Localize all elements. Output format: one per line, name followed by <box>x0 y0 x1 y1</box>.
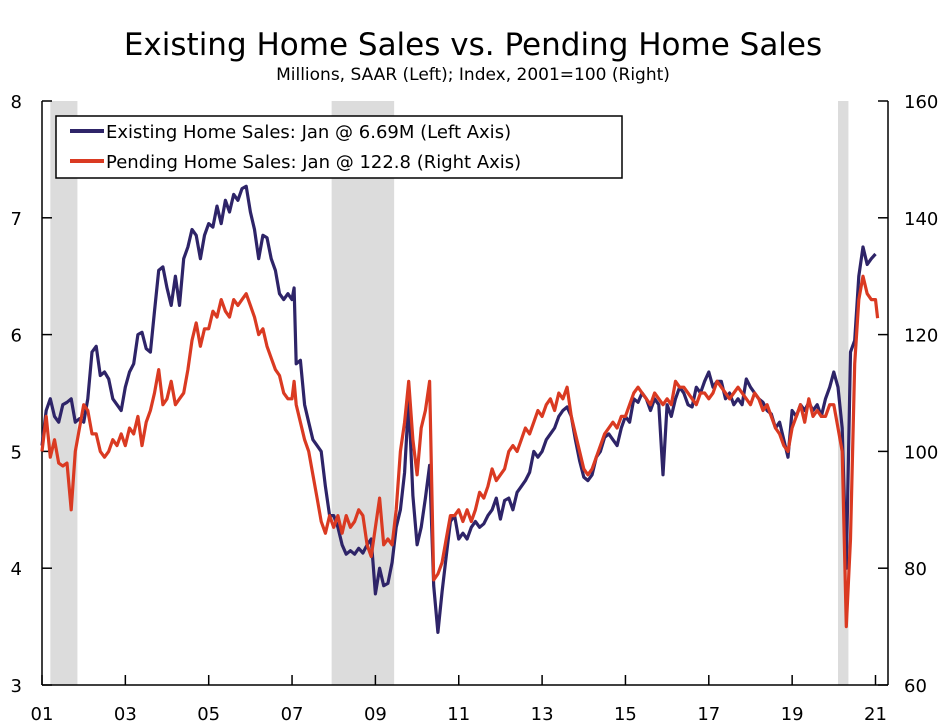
x-tick-label: 09 <box>364 704 387 725</box>
x-tick-label: 03 <box>114 704 137 725</box>
x-tick-label: 05 <box>197 704 220 725</box>
y-right-tick-label: 60 <box>904 676 927 697</box>
y-left-tick-label: 6 <box>11 326 22 347</box>
x-tick-label: 13 <box>531 704 554 725</box>
chart-subtitle: Millions, SAAR (Left); Index, 2001=100 (… <box>276 65 670 85</box>
x-tick-label: 01 <box>31 704 54 725</box>
legend-label-existing: Existing Home Sales: Jan @ 6.69M (Left A… <box>106 122 511 143</box>
x-tick-label: 11 <box>447 704 470 725</box>
x-tick-label: 21 <box>864 704 887 725</box>
y-left-tick-label: 4 <box>11 559 22 580</box>
x-tick-label: 15 <box>614 704 637 725</box>
legend-label-pending: Pending Home Sales: Jan @ 122.8 (Right A… <box>106 152 521 173</box>
y-left-tick-label: 8 <box>11 92 22 113</box>
recession-band <box>50 101 78 685</box>
recession-bands <box>50 101 849 685</box>
series-line-existing-home-sales <box>40 184 877 634</box>
chart-title: Existing Home Sales vs. Pending Home Sal… <box>124 27 822 63</box>
chart-text: 3 4 5 6 7 8 60 80 100 120 140 160 01 03 05 07 09 11 13 15 17… <box>11 92 939 725</box>
y-right-tick-label: 160 <box>904 92 938 113</box>
x-tick-label: 17 <box>697 704 720 725</box>
y-right-tick-label: 140 <box>904 209 938 230</box>
y-left-tick-label: 3 <box>11 676 22 697</box>
chart-axes <box>41 100 889 686</box>
recession-band <box>837 101 849 685</box>
y-right-tick-label: 120 <box>904 326 938 347</box>
recession-band <box>331 101 395 685</box>
legend: Existing Home Sales: Jan @ 6.69M (Left A… <box>55 115 623 179</box>
legend-box <box>55 115 623 179</box>
series-line-pending-home-sales <box>40 274 880 629</box>
series-lines <box>40 184 880 634</box>
x-tick-label: 07 <box>281 704 304 725</box>
y-left-tick-label: 7 <box>11 209 22 230</box>
y-left-tick-label: 5 <box>11 442 22 463</box>
x-tick-label: 19 <box>781 704 804 725</box>
y-right-tick-label: 80 <box>904 559 927 580</box>
y-right-tick-label: 100 <box>904 442 938 463</box>
